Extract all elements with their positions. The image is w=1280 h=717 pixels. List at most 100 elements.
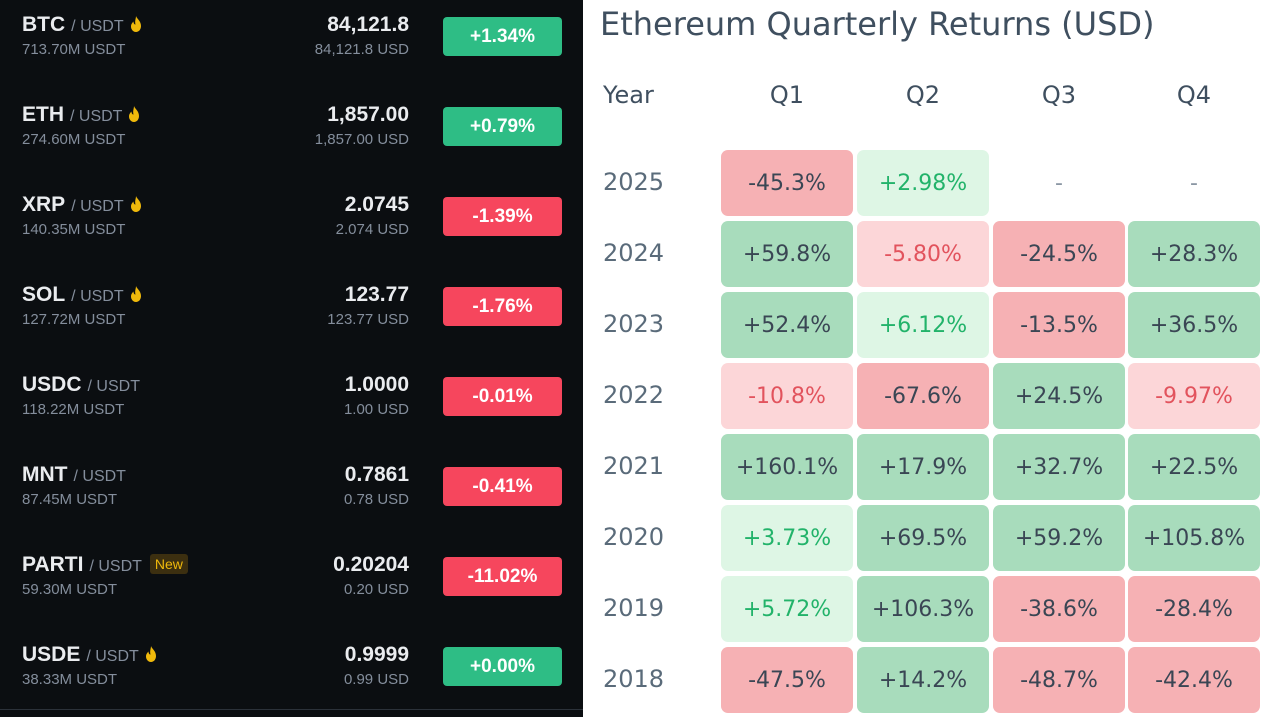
market-row-btc[interactable]: BTC / USDT 713.70M USDT 84,121.8 84,121.8 US… — [0, 0, 583, 90]
heatmap-cell: +106.3% — [857, 576, 989, 642]
new-badge: New — [149, 554, 188, 574]
heatmap-cell: +160.1% — [721, 434, 853, 500]
heatmap-cell: +36.5% — [1128, 292, 1260, 358]
last-price: 0.20204 — [333, 553, 409, 576]
market-row-usdc[interactable]: USDC / USDT 118.22M USDT 1.0000 1.00 USD -0.0… — [0, 360, 583, 450]
market-row-mnt[interactable]: MNT / USDT 87.45M USDT 0.7861 0.78 USD -0.41% — [0, 450, 583, 540]
quote-asset: / USDT — [71, 18, 124, 35]
heatmap-cell: +52.4% — [721, 292, 853, 358]
divider — [0, 709, 583, 710]
heatmap-cell: -28.4% — [1128, 576, 1260, 642]
change-button[interactable]: -0.01% — [443, 377, 562, 416]
heatmap-cell: -67.6% — [857, 363, 989, 429]
header-year: Year — [603, 81, 654, 109]
fire-icon — [130, 194, 142, 212]
base-asset: XRP — [22, 193, 66, 216]
market-row-parti[interactable]: PARTI / USDT New 59.30M USDT 0.20204 0.20 USD… — [0, 540, 583, 630]
heatmap-cell: -48.7% — [993, 647, 1125, 713]
fiat-price: 123.77 USD — [327, 311, 409, 328]
fire-icon — [130, 284, 142, 302]
volume: 59.30M USDT — [22, 581, 118, 598]
year-label: 2020 — [603, 523, 665, 551]
base-asset: BTC — [22, 13, 66, 36]
heatmap-cell: +28.3% — [1128, 221, 1260, 287]
base-asset: SOL — [22, 283, 66, 306]
year-label: 2025 — [603, 168, 665, 196]
fire-icon — [128, 104, 140, 122]
last-price: 123.77 — [344, 283, 409, 306]
heatmap-cell: -10.8% — [721, 363, 853, 429]
heatmap-cell: - — [1190, 170, 1198, 196]
header-q2: Q2 — [905, 81, 941, 109]
fire-icon — [145, 644, 157, 662]
market-row-usde[interactable]: USDE / USDT 38.33M USDT 0.9999 0.99 USD +0.00… — [0, 630, 583, 717]
heatmap-cell: -13.5% — [993, 292, 1125, 358]
pair-symbol: SOL / USDT — [22, 283, 142, 307]
heatmap-cell: +14.2% — [857, 647, 989, 713]
year-label: 2019 — [603, 594, 665, 622]
heatmap-cell: +59.8% — [721, 221, 853, 287]
base-asset: ETH — [22, 103, 64, 126]
year-label: 2022 — [603, 381, 665, 409]
heatmap-cell: +2.98% — [857, 150, 989, 216]
quote-asset: / USDT — [89, 558, 142, 575]
pair-symbol: ETH / USDT — [22, 103, 140, 127]
header-q3: Q3 — [1041, 81, 1077, 109]
change-button[interactable]: +1.34% — [443, 17, 562, 56]
change-button[interactable]: -1.76% — [443, 287, 562, 326]
fiat-price: 1,857.00 USD — [314, 131, 409, 148]
year-label: 2024 — [603, 239, 665, 267]
heatmap-cell: -42.4% — [1128, 647, 1260, 713]
fiat-price: 0.78 USD — [343, 491, 409, 508]
heatmap-cell: -9.97% — [1128, 363, 1260, 429]
heatmap-cell: +24.5% — [993, 363, 1125, 429]
pair-symbol: MNT / USDT — [22, 463, 126, 487]
change-button[interactable]: -11.02% — [443, 557, 562, 596]
base-asset: MNT — [22, 463, 68, 486]
base-asset: USDE — [22, 643, 81, 666]
header-q4: Q4 — [1176, 81, 1212, 109]
year-label: 2018 — [603, 665, 665, 693]
heatmap-cell: -38.6% — [993, 576, 1125, 642]
quote-asset: / USDT — [71, 198, 124, 215]
heatmap-cell: -5.80% — [857, 221, 989, 287]
pair-symbol: XRP / USDT — [22, 193, 142, 217]
heatmap-cell: +105.8% — [1128, 505, 1260, 571]
change-button[interactable]: -1.39% — [443, 197, 562, 236]
last-price: 1,857.00 — [327, 103, 409, 126]
market-list: BTC / USDT 713.70M USDT 84,121.8 84,121.8 US… — [0, 0, 583, 717]
fiat-price: 84,121.8 USD — [314, 41, 409, 58]
fiat-price: 2.074 USD — [335, 221, 409, 238]
market-row-sol[interactable]: SOL / USDT 127.72M USDT 123.77 123.77 USD -1.… — [0, 270, 583, 360]
change-button[interactable]: +0.00% — [443, 647, 562, 686]
heatmap-cell: +6.12% — [857, 292, 989, 358]
volume: 118.22M USDT — [22, 401, 125, 418]
last-price: 84,121.8 — [327, 13, 409, 36]
quote-asset: / USDT — [73, 468, 126, 485]
volume: 140.35M USDT — [22, 221, 126, 238]
quote-asset: / USDT — [71, 288, 124, 305]
heatmap-cell: -24.5% — [993, 221, 1125, 287]
quote-asset: / USDT — [70, 108, 123, 125]
base-asset: PARTI — [22, 553, 84, 576]
quote-asset: / USDT — [86, 648, 139, 665]
heatmap-cell: +59.2% — [993, 505, 1125, 571]
pair-symbol: BTC / USDT — [22, 13, 142, 37]
year-label: 2021 — [603, 452, 665, 480]
quote-asset: / USDT — [87, 378, 140, 395]
volume: 127.72M USDT — [22, 311, 126, 328]
pair-symbol: USDE / USDT — [22, 643, 157, 667]
market-row-xrp[interactable]: XRP / USDT 140.35M USDT 2.0745 2.074 USD -1.3… — [0, 180, 583, 270]
returns-heatmap: Ethereum Quarterly Returns (USD) Year Q1… — [583, 0, 1280, 717]
year-label: 2023 — [603, 310, 665, 338]
volume: 87.45M USDT — [22, 491, 118, 508]
base-asset: USDC — [22, 373, 82, 396]
last-price: 0.9999 — [344, 643, 409, 666]
change-button[interactable]: +0.79% — [443, 107, 562, 146]
market-row-eth[interactable]: ETH / USDT 274.60M USDT 1,857.00 1,857.00 US… — [0, 90, 583, 180]
heatmap-cell: -45.3% — [721, 150, 853, 216]
fiat-price: 0.99 USD — [343, 671, 409, 688]
header-q1: Q1 — [769, 81, 805, 109]
change-button[interactable]: -0.41% — [443, 467, 562, 506]
fiat-price: 1.00 USD — [343, 401, 409, 418]
